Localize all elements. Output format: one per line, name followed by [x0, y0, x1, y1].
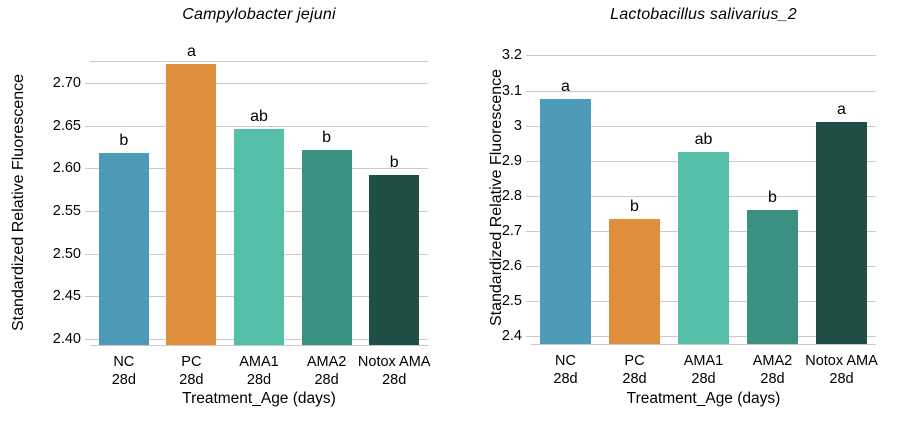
y-tick-mark [526, 90, 531, 92]
x-tick-line: 28d [111, 372, 136, 388]
y-tick-label: 2.7 [501, 222, 522, 239]
y-tick-label: 2.65 [52, 117, 81, 134]
x-tick-label: Notox AMA 28d [805, 352, 878, 388]
y-tick-label: 2.70 [52, 75, 81, 92]
x-tick-line: AMA1 [239, 354, 279, 370]
significance-letter: ab [250, 108, 268, 126]
bar [166, 64, 217, 345]
x-tick-line: 28d [382, 372, 407, 388]
x-tick-line: 28d [553, 371, 578, 387]
x-tick-line: 28d [622, 371, 647, 387]
gridline [90, 83, 428, 85]
y-tick-label: 3 [513, 117, 522, 134]
significance-letter: a [837, 100, 846, 118]
y-tick-label: 2.50 [52, 245, 81, 262]
bar [746, 209, 799, 344]
x-tick-line: AMA2 [752, 353, 793, 369]
significance-letter: b [322, 128, 332, 146]
significance-letter: b [119, 132, 129, 150]
x-tick-line: 28d [829, 371, 854, 387]
x-tick-label: Notox AMA 28d [358, 353, 431, 389]
bar [539, 98, 592, 344]
x-tick-line: PC [181, 354, 202, 370]
bar [815, 121, 868, 344]
y-tick-mark [85, 125, 90, 127]
y-tick-label: 2.40 [52, 331, 81, 348]
y-tick-label: 2.45 [52, 288, 81, 305]
significance-letter: ab [694, 130, 713, 148]
significance-letter: a [561, 77, 570, 95]
gridline [531, 125, 876, 127]
significance-letter: a [186, 43, 196, 61]
x-tick-line: 28d [246, 372, 272, 388]
x-axis-title: Treatment_Age (days) [626, 390, 781, 407]
y-tick-label: 2.8 [501, 187, 522, 204]
x-tick-line: 28d [179, 372, 204, 388]
x-axis-title: Treatment_Age (days) [182, 390, 336, 407]
x-tick-line: AMA2 [306, 354, 347, 370]
y-tick-label: 2.4 [501, 328, 522, 345]
chart-title: Campylobacter jejuni [182, 6, 336, 23]
x-tick-line: 28d [760, 371, 785, 387]
y-tick-mark [526, 125, 531, 127]
x-tick-label: AMA1 28d [684, 352, 724, 388]
bar [98, 153, 149, 345]
x-tick-label: AMA2 28d [753, 352, 793, 388]
y-axis-title: Standardized Relative Fluorescence [10, 73, 27, 332]
gridline [531, 90, 876, 92]
x-tick-line: 28d [314, 372, 339, 388]
y-tick-mark [85, 83, 90, 85]
significance-letter: b [389, 154, 399, 172]
x-tick-line: AMA1 [683, 353, 724, 369]
significance-letter: b [768, 188, 777, 206]
y-tick-mark [85, 211, 90, 213]
chart-title: Lactobacillus salivarius_2 [610, 6, 797, 23]
chart-campylobacter-jejuni: Campylobacter jejuni Standardized Relati… [10, 6, 431, 407]
bar [233, 129, 284, 345]
y-tick-mark [526, 55, 531, 57]
y-tick-label: 2.9 [501, 152, 522, 169]
x-tick-line: PC [624, 353, 645, 369]
x-tick-line: NC [113, 354, 135, 370]
y-tick-mark [85, 168, 90, 170]
x-tick-line: Notox AMA [357, 354, 431, 370]
y-tick-label: 3.2 [501, 47, 522, 64]
gridline [90, 125, 428, 127]
y-tick-label: 2.5 [501, 293, 522, 310]
x-tick-label: NC 28d [112, 353, 136, 389]
plot-area: 2.4 2.5 2.6 2.7 2.8 2.9 3 3.1 3.2 a b ab b a [502, 47, 876, 345]
x-tick-line: NC [555, 353, 576, 369]
y-tick-mark [85, 339, 90, 341]
plot-area: 2.40 2.45 2.50 2.55 2.60 2.65 2.70 b a ab b b [53, 44, 428, 347]
gridline [531, 55, 876, 57]
y-tick-mark [85, 253, 90, 255]
y-tick-label: 3.1 [501, 82, 522, 99]
y-tick-label: 2.6 [501, 258, 522, 275]
y-tick-label: 2.55 [52, 203, 81, 220]
chart-lactobacillus-salivarius-2: Lactobacillus salivarius_2 Standardized … [450, 0, 900, 432]
bar [301, 149, 352, 345]
y-tick-mark [526, 301, 531, 303]
bar [677, 151, 730, 344]
bar [369, 175, 420, 345]
x-tick-line: Notox AMA [805, 353, 878, 369]
x-tick-line: 28d [691, 371, 716, 387]
x-tick-label: AMA2 28d [307, 353, 347, 389]
bar [608, 219, 661, 344]
x-tick-label: AMA1 28d [239, 353, 279, 389]
y-tick-mark [526, 160, 531, 162]
y-tick-label: 2.60 [52, 160, 81, 177]
x-tick-label: PC 28d [622, 352, 646, 388]
y-tick-mark [526, 230, 531, 232]
x-tick-label: NC 28d [553, 352, 577, 388]
significance-letter: b [630, 198, 639, 216]
x-tick-label: PC 28d [179, 353, 203, 389]
y-tick-mark [85, 296, 90, 298]
y-tick-mark [526, 195, 531, 197]
y-tick-mark [526, 266, 531, 268]
y-tick-mark [526, 336, 531, 338]
